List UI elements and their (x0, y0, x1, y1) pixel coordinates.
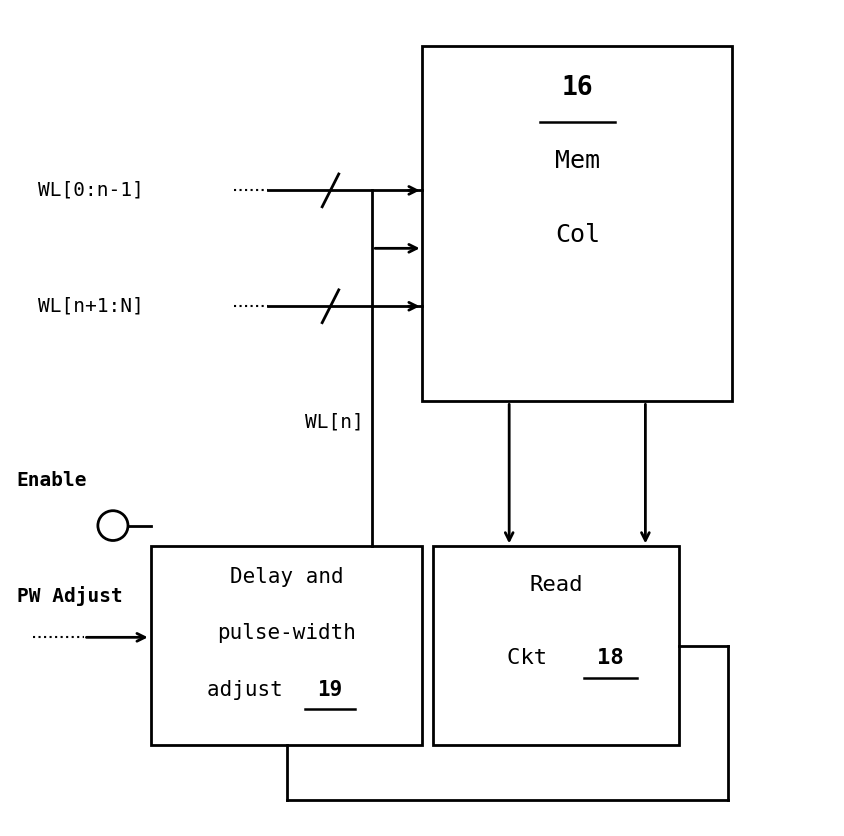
Bar (432, 546, 679, 745)
Text: WL[n]: WL[n] (305, 413, 364, 431)
Text: WL[n+1:N]: WL[n+1:N] (38, 297, 143, 316)
Text: Col: Col (555, 223, 599, 247)
Text: Mem: Mem (555, 149, 599, 173)
Text: Enable: Enable (17, 471, 87, 490)
Circle shape (98, 511, 127, 541)
Text: Delay and: Delay and (230, 567, 343, 587)
Text: adjust: adjust (207, 680, 295, 700)
Text: 18: 18 (596, 648, 623, 668)
Text: PW Adjust: PW Adjust (17, 586, 122, 606)
Text: Ckt: Ckt (507, 648, 574, 668)
Text: 16: 16 (560, 74, 592, 100)
Text: pulse-width: pulse-width (217, 624, 355, 643)
Text: WL[0:n-1]: WL[0:n-1] (38, 181, 143, 200)
Bar (150, 546, 422, 745)
Text: Read: Read (528, 575, 582, 595)
Text: 19: 19 (317, 680, 343, 700)
Bar (422, 45, 731, 401)
